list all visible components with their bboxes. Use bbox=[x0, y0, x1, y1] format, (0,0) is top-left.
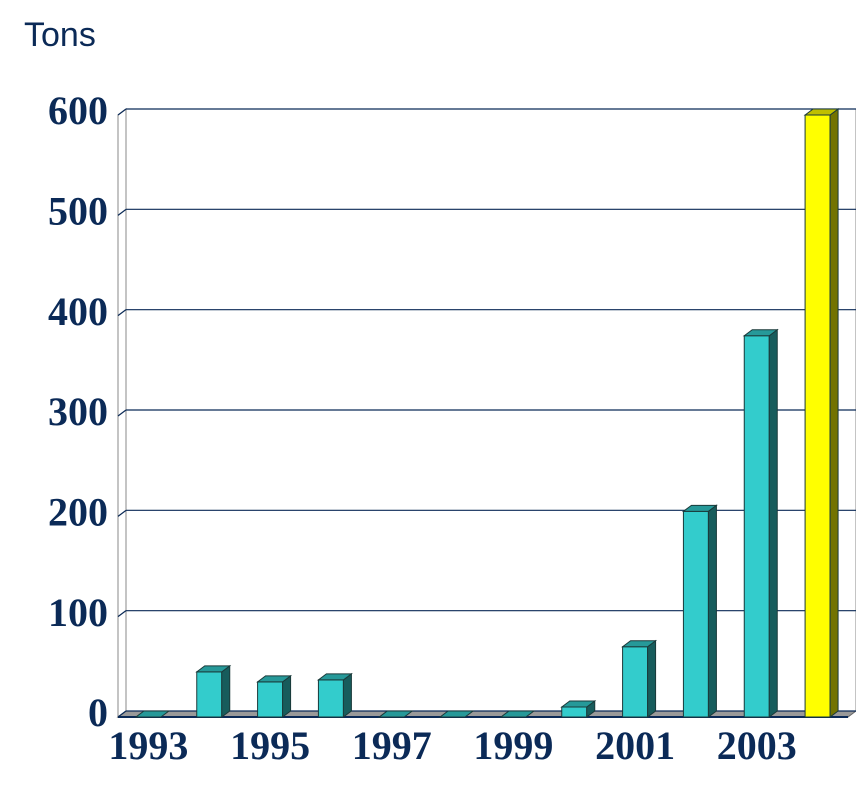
grid-line-side bbox=[117, 309, 127, 317]
bar-top bbox=[681, 504, 718, 512]
bar-front bbox=[317, 679, 344, 718]
bar-side bbox=[221, 664, 231, 718]
bar-side bbox=[342, 672, 352, 718]
grid-line-side bbox=[117, 208, 127, 216]
bar-front bbox=[622, 646, 649, 718]
grid-line-side bbox=[117, 409, 127, 417]
bar-top bbox=[438, 710, 475, 718]
y-tick-label: 500 bbox=[48, 189, 108, 234]
y-tick-label: 100 bbox=[48, 590, 108, 635]
bar-top bbox=[499, 710, 536, 718]
y-tick-label: 300 bbox=[48, 389, 108, 434]
bar-front bbox=[804, 114, 831, 718]
bar-front bbox=[561, 706, 588, 718]
bar-top bbox=[316, 673, 353, 681]
bar-top bbox=[803, 108, 840, 116]
grid-line-side bbox=[117, 610, 127, 618]
bar-side bbox=[768, 328, 778, 718]
bar-side bbox=[647, 639, 657, 718]
bar-top bbox=[195, 665, 232, 673]
y-tick-label: 600 bbox=[48, 88, 108, 133]
bar-top bbox=[134, 710, 171, 718]
bar-top bbox=[377, 710, 414, 718]
bar-top bbox=[256, 675, 293, 683]
bar-top bbox=[560, 700, 597, 708]
grid-line-side bbox=[117, 108, 127, 116]
bar-side bbox=[282, 674, 292, 718]
y-tick-label: 200 bbox=[48, 490, 108, 535]
bar-side bbox=[707, 504, 717, 718]
bar-front bbox=[682, 510, 709, 718]
y-tick-label: 0 bbox=[88, 690, 108, 735]
y-axis-label: Tons bbox=[24, 16, 96, 54]
bar-front bbox=[257, 681, 284, 718]
x-tick-label: 1999 bbox=[473, 723, 553, 768]
bar-top bbox=[621, 640, 658, 648]
x-tick-label: 2003 bbox=[717, 723, 797, 768]
bar-front bbox=[743, 335, 770, 718]
y-tick-label: 400 bbox=[48, 289, 108, 334]
bar-side bbox=[829, 108, 839, 718]
x-tick-label: 1993 bbox=[108, 723, 188, 768]
x-tick-label: 2001 bbox=[595, 723, 675, 768]
x-tick-label: 1997 bbox=[352, 723, 432, 768]
bar-front bbox=[196, 671, 223, 718]
x-tick-label: 1995 bbox=[230, 723, 310, 768]
bar-top bbox=[742, 329, 779, 337]
grid-line-side bbox=[117, 509, 127, 517]
